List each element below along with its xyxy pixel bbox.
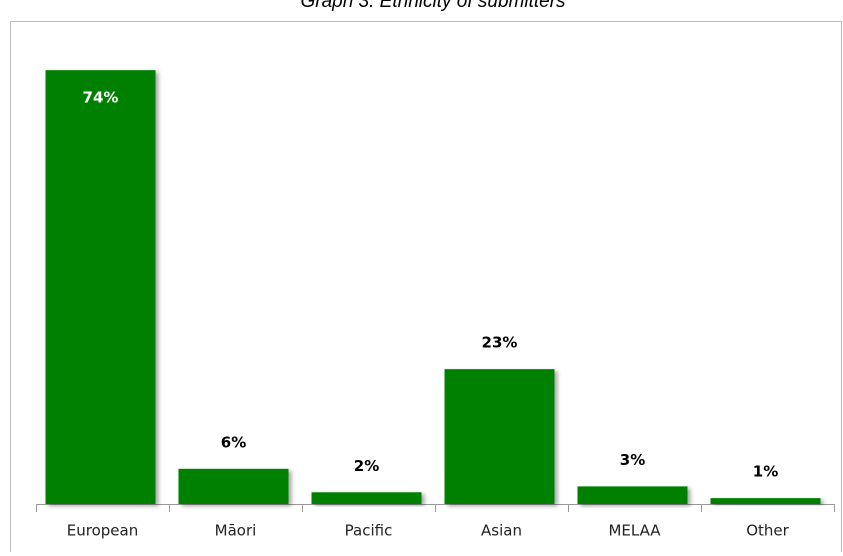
- x-tick-label: MELAA: [608, 522, 661, 540]
- bar: [577, 486, 688, 504]
- bar: [444, 369, 555, 504]
- bar: [45, 70, 156, 505]
- bar: [178, 468, 289, 504]
- x-tick-label: European: [67, 522, 138, 540]
- data-label: 23%: [482, 334, 518, 352]
- data-label: 3%: [620, 451, 645, 469]
- x-tick-label: Māori: [215, 522, 257, 540]
- x-tick-label: Asian: [481, 522, 522, 540]
- data-label: 6%: [221, 433, 246, 451]
- x-tick-label: Pacific: [345, 522, 393, 540]
- bar: [710, 498, 821, 504]
- data-label: 2%: [354, 457, 379, 475]
- data-label: 1%: [753, 463, 778, 481]
- bar: [311, 492, 422, 504]
- data-label: 74%: [83, 89, 119, 107]
- chart-title: Graph 3: Ethnicity of submitters: [300, 0, 566, 12]
- x-tick-label: Other: [746, 522, 789, 540]
